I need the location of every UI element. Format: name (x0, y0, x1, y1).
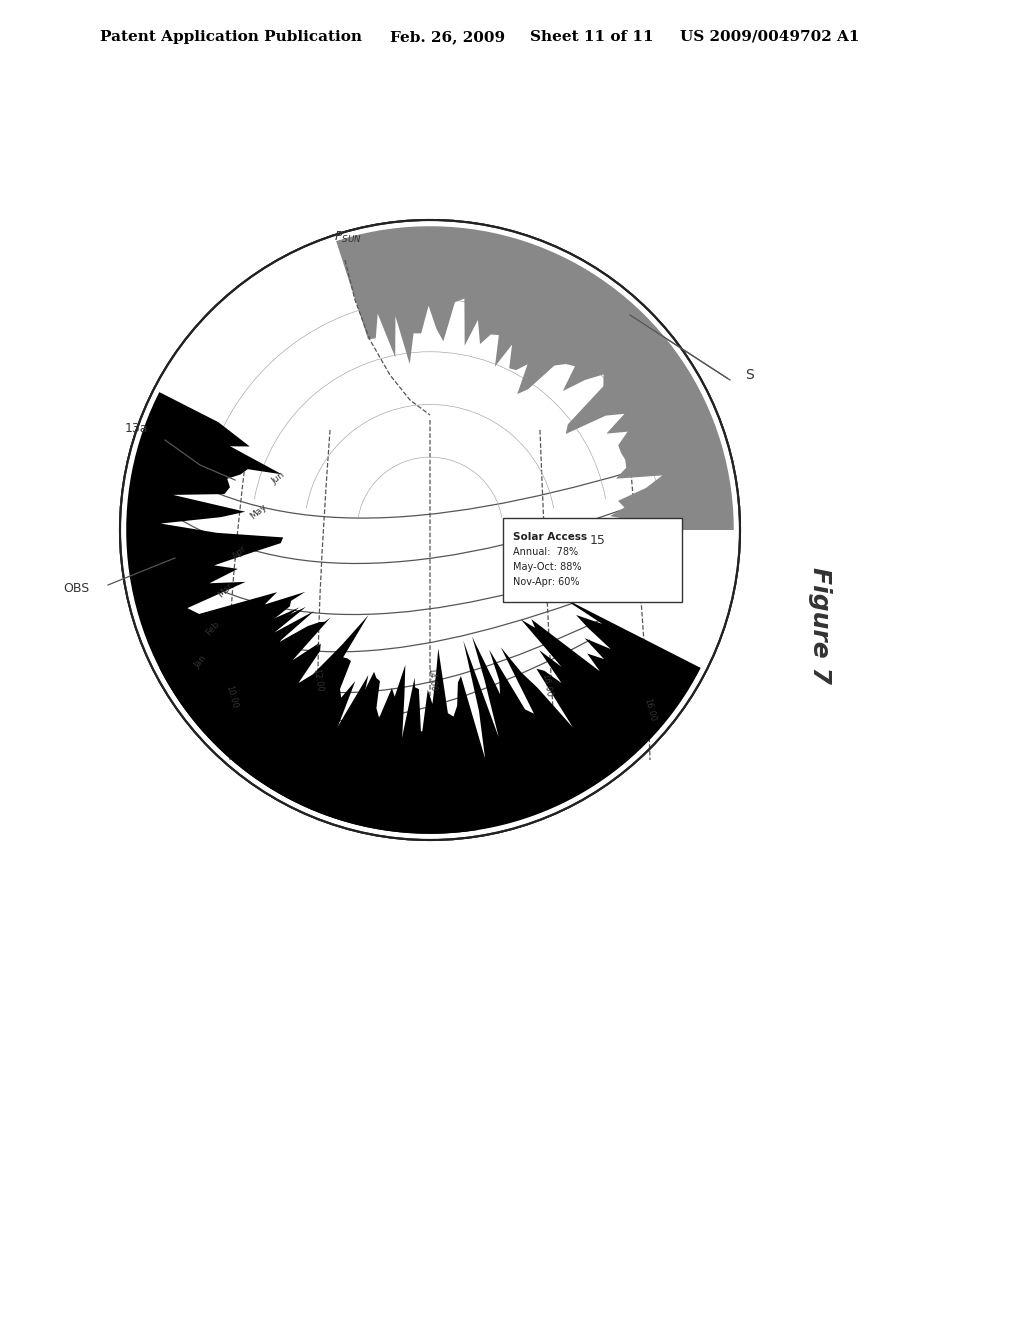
Text: May: May (248, 503, 268, 521)
Text: Feb. 26, 2009: Feb. 26, 2009 (390, 30, 505, 44)
Text: 14:00: 14:00 (426, 668, 437, 692)
Text: OBS: OBS (63, 582, 90, 594)
Circle shape (120, 220, 740, 840)
Text: S: S (745, 368, 754, 381)
Text: 15: 15 (590, 533, 606, 546)
Text: Jan: Jan (193, 653, 208, 671)
Text: 10:00: 10:00 (224, 684, 240, 710)
Polygon shape (160, 597, 700, 834)
Text: Patent Application Publication: Patent Application Publication (100, 30, 362, 44)
Text: Feb: Feb (205, 619, 222, 638)
Text: Sheet 11 of 11: Sheet 11 of 11 (530, 30, 653, 44)
Text: Apr: Apr (231, 544, 249, 561)
FancyBboxPatch shape (503, 517, 682, 602)
Text: 16:00: 16:00 (643, 697, 657, 722)
Text: Figure 7: Figure 7 (808, 566, 831, 684)
Polygon shape (336, 226, 734, 531)
Text: Solar Access: Solar Access (513, 532, 587, 543)
Text: $P_{SUN}$: $P_{SUN}$ (334, 230, 361, 246)
Text: 13a: 13a (125, 421, 148, 434)
Text: Annual:  78%: Annual: 78% (513, 546, 579, 557)
Text: US 2009/0049702 A1: US 2009/0049702 A1 (680, 30, 859, 44)
Text: Nov-Apr: 60%: Nov-Apr: 60% (513, 577, 580, 587)
Polygon shape (126, 392, 477, 834)
Text: Jun: Jun (269, 470, 287, 486)
Text: May-Oct: 88%: May-Oct: 88% (513, 562, 582, 572)
Text: 12:00: 12:00 (311, 668, 325, 693)
Text: 16:00: 16:00 (541, 672, 554, 697)
Text: Mar: Mar (216, 581, 234, 599)
